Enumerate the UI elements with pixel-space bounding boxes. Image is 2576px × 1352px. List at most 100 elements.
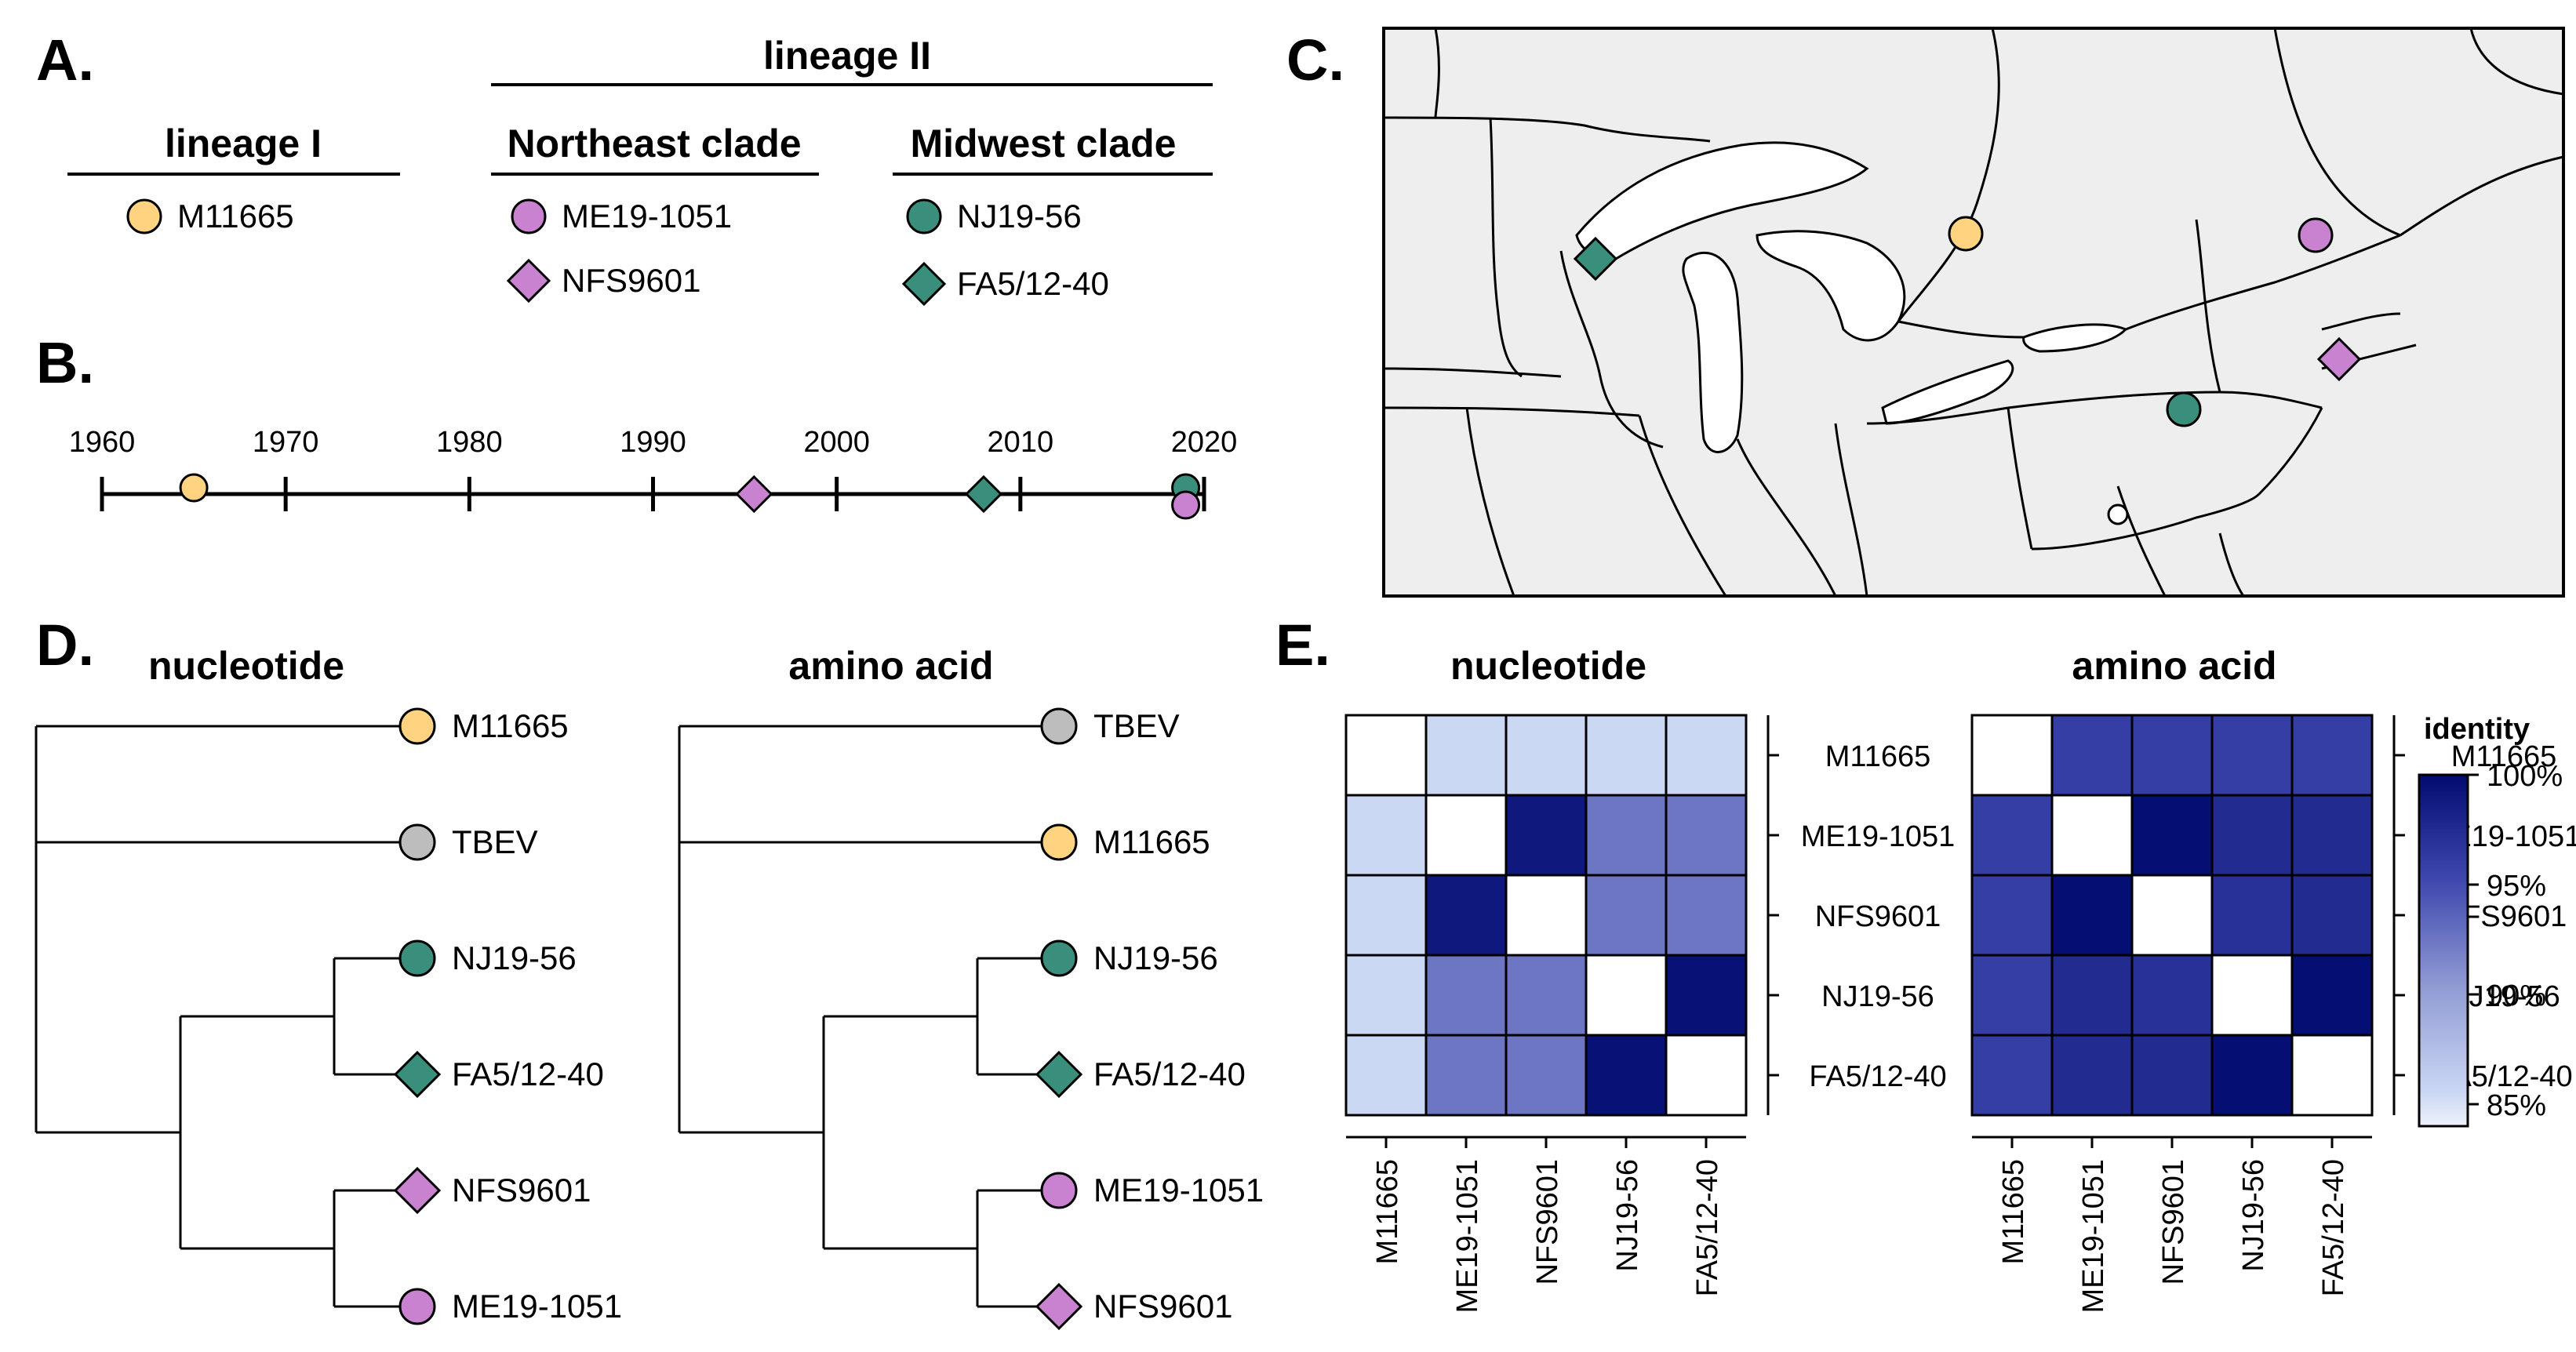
heatmap-cell <box>2210 874 2294 957</box>
nj19-circle-icon <box>906 198 942 234</box>
heatmap-cell <box>2210 954 2294 1037</box>
timeline-marker-m11665 <box>179 473 209 503</box>
timeline-marker-me19-1051 <box>1171 490 1201 520</box>
heatmap-col-label: NJ19-56 <box>1611 1159 1644 1272</box>
lake-huron <box>1756 230 1906 342</box>
heatmap-cell <box>1970 714 2054 797</box>
map-fa5-12-40-marker <box>1573 236 1618 282</box>
heatmap-cell <box>1504 714 1588 797</box>
aa-leaf-tbev-icon <box>1040 707 1078 745</box>
aa-leaf-nj19-icon <box>1040 939 1078 977</box>
nt-leaf-fa5-icon <box>393 1050 442 1099</box>
aa-leaf-nfs-icon <box>1035 1282 1083 1331</box>
heatmap-row-label: M11665 <box>1825 740 1931 773</box>
lake-ontario <box>2022 323 2128 353</box>
heatmap-cell <box>1424 1034 1508 1117</box>
heatmap-cell <box>2050 1034 2134 1117</box>
tree-nucleotide-title: nucleotide <box>148 644 344 688</box>
heatmap-cell <box>2290 874 2374 957</box>
heatmap-cell <box>1424 874 1508 957</box>
timeline-tick-label: 2000 <box>803 426 870 459</box>
heatmap-cell <box>1665 794 1748 877</box>
map-nj19-56-marker <box>2166 391 2202 427</box>
nt-leaf-tbev-icon <box>398 823 436 861</box>
heatmap-cell <box>1665 954 1748 1037</box>
heatmap-cell <box>2290 714 2374 797</box>
heatmap-cell <box>1665 714 1748 797</box>
timeline-tick-label: 1990 <box>620 426 686 459</box>
heatmap-col-label: FA5/12-40 <box>2317 1159 2350 1296</box>
nt-label-m11665: M11665 <box>452 707 569 744</box>
colorbar-tick-label: 100% <box>2487 760 2563 793</box>
nt-leaf-me19-icon <box>398 1288 436 1325</box>
heatmap-cell <box>2130 1034 2214 1117</box>
heatmap-cell <box>1585 794 1668 877</box>
aa-label-fa5-12-40: FA5/12-40 <box>1093 1056 1246 1092</box>
heatmap-title: nucleotide <box>1450 644 1646 688</box>
heatmap-cell <box>1344 794 1428 877</box>
heatmap-cell <box>1504 874 1588 957</box>
nt-label-nj19-56: NJ19-56 <box>452 939 577 976</box>
heatmap-col-label: FA5/12-40 <box>1691 1159 1724 1296</box>
heatmap-cell <box>2210 794 2294 877</box>
heatmap-cell <box>2130 794 2214 877</box>
legend-fa5-12-40: FA5/12-40 <box>957 265 1109 302</box>
heatmap-cell <box>2290 794 2374 877</box>
lake-michigan <box>1682 251 1744 453</box>
heatmap-cell <box>1585 1034 1668 1117</box>
panel-label-b: B. <box>36 330 94 395</box>
lineage-i-header: lineage I <box>165 122 322 165</box>
heatmaps: nucleotide M11665 ME19-1051 NFS9601 NJ19-56 F… <box>1344 644 2576 1313</box>
heatmap-cell <box>1970 954 2054 1037</box>
heatmap-cell <box>1344 714 1428 797</box>
nt-leaf-nfs-icon <box>393 1166 442 1215</box>
heatmap-cell <box>1344 1034 1428 1117</box>
map-m11665-marker <box>1948 216 1984 252</box>
heatmap-cell <box>2290 954 2374 1037</box>
heatmap-cell <box>1970 794 2054 877</box>
heatmap-cell <box>2130 954 2214 1037</box>
midwest-clade-header: Midwest clade <box>911 122 1177 165</box>
heatmap-cell <box>1424 954 1508 1037</box>
colorbar-label: identity <box>2424 713 2530 746</box>
colorbar-tick-label: 90% <box>2487 979 2546 1012</box>
aa-label-m11665: M11665 <box>1093 823 1210 860</box>
map-frame <box>1382 27 2565 598</box>
timeline-tick-label: 2010 <box>988 426 1054 459</box>
nt-label-nfs9601: NFS9601 <box>452 1172 591 1208</box>
colorbar-tick-label: 85% <box>2487 1089 2546 1122</box>
heatmap-col-label: NFS9601 <box>1531 1159 1564 1285</box>
heatmap-cell <box>2130 714 2214 797</box>
map-marker-small <box>2107 503 2129 525</box>
colorbar-ticks: 100% 95% 90% 85% <box>2468 760 2563 1122</box>
me19-circle-icon <box>511 198 547 234</box>
heatmap-row-label: M11665 <box>2451 740 2557 773</box>
map <box>1382 27 2565 598</box>
legend-me19-1051: ME19-1051 <box>562 198 732 234</box>
heatmap-cell <box>1344 954 1428 1037</box>
timeline-marker-fa5-12-40 <box>964 474 1003 514</box>
map-borders <box>1383 27 2564 597</box>
colorbar-tick-label: 95% <box>2487 870 2546 903</box>
lineage-ii-header: lineage II <box>763 34 931 78</box>
heatmap-row-label: NFS9601 <box>1815 900 1941 933</box>
heatmap-cell <box>1504 954 1588 1037</box>
aa-leaf-m11665-icon <box>1040 823 1078 861</box>
aa-label-nfs9601: NFS9601 <box>1093 1288 1232 1325</box>
heatmap-row-label: FA5/12-40 <box>1809 1060 1946 1093</box>
heatmap-col-label: ME19-1051 <box>1451 1159 1484 1313</box>
heatmap-cell <box>1970 874 2054 957</box>
heatmap-cell <box>1424 714 1508 797</box>
aa-label-nj19-56: NJ19-56 <box>1093 939 1218 976</box>
panel-label-c: C. <box>1286 27 1344 93</box>
tree-amino-acid-title: amino acid <box>788 644 993 688</box>
heatmap-cell <box>1424 794 1508 877</box>
panel-label-e: E. <box>1275 612 1330 678</box>
heatmap-cell <box>1585 714 1668 797</box>
aa-leaf-fa5-icon <box>1035 1050 1083 1099</box>
heatmap-cell <box>1344 874 1428 957</box>
heatmap-row-label: ME19-1051 <box>1801 820 1955 853</box>
aa-leaf-me19-icon <box>1040 1172 1078 1209</box>
tree-amino-acid-branches <box>678 725 1059 1308</box>
heatmap-cell <box>2050 794 2134 877</box>
